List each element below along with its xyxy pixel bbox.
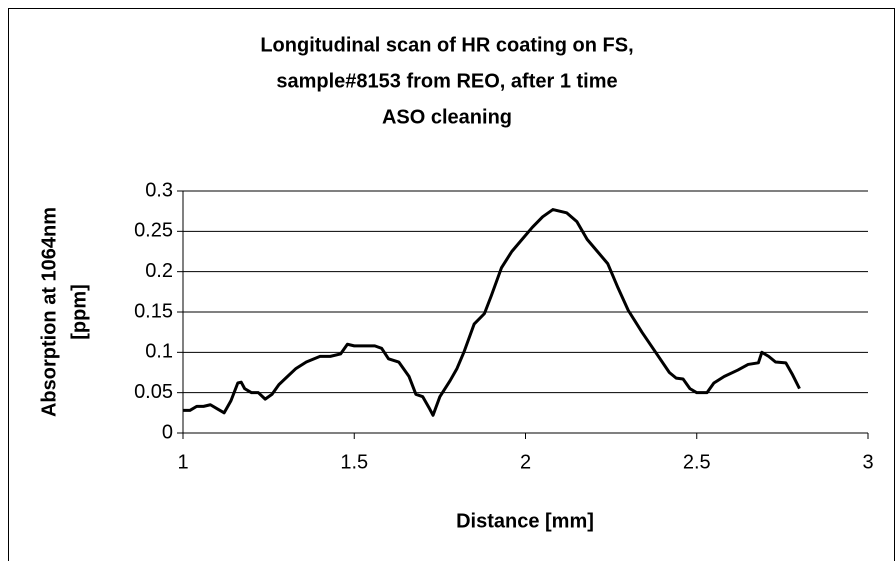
y-tick-label: 0.25: [134, 220, 173, 242]
data-line: [183, 208, 801, 417]
y-axis-title: Absorption at 1064nm: [38, 207, 60, 417]
chart-frame: [8, 8, 895, 561]
x-axis-title: Distance [mm]: [456, 510, 594, 532]
y-tick-label: 0.1: [145, 341, 173, 363]
y-tick-label: 0.15: [134, 300, 173, 322]
x-tick-label: 2.5: [683, 451, 711, 473]
y-tick-label: 0.2: [145, 260, 173, 282]
y-tick-label: 0: [162, 421, 173, 443]
x-tick-label: 1.5: [340, 451, 368, 473]
chart-title: ASO cleaning: [382, 106, 512, 128]
chart-title: sample#8153 from REO, after 1 time: [276, 70, 617, 92]
y-tick-label: 0.05: [134, 381, 173, 403]
chart-title: Longitudinal scan of HR coating on FS,: [260, 34, 633, 56]
x-tick-label: 1: [177, 451, 188, 473]
y-tick-label: 0.3: [145, 179, 173, 201]
x-tick-label: 2: [520, 451, 531, 473]
x-tick-label: 3: [862, 451, 873, 473]
y-axis-title: [ppm]: [68, 284, 90, 340]
